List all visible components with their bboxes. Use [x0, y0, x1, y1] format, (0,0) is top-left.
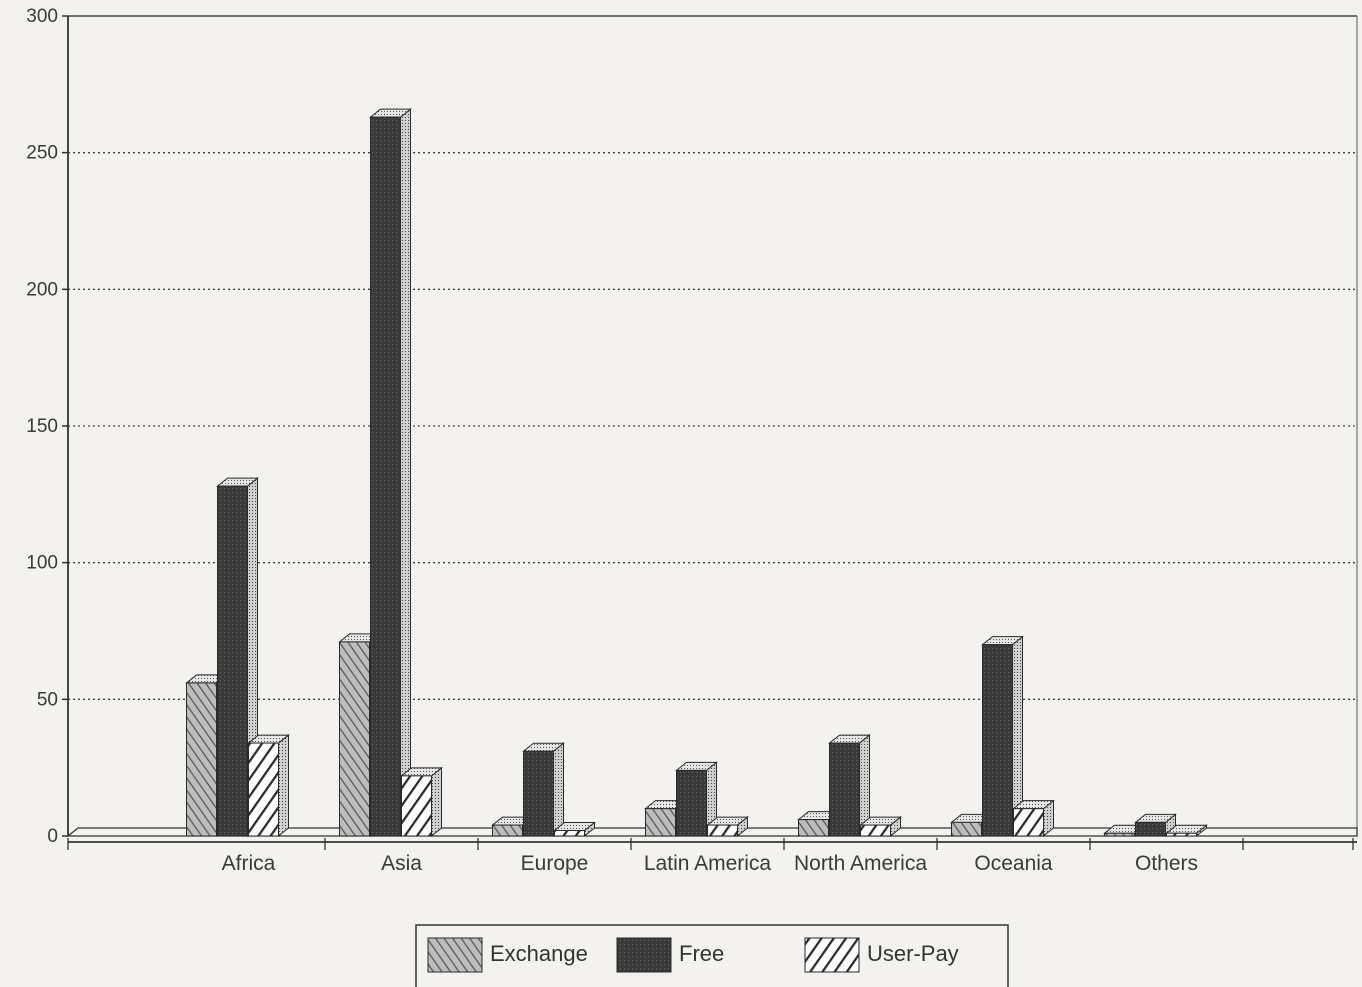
legend-label-exchange: Exchange	[490, 941, 588, 966]
y-tick-label-300: 300	[26, 6, 58, 27]
bar-side	[553, 742, 564, 838]
bar-free-north-america	[828, 734, 871, 838]
bar-free-others	[1134, 813, 1177, 838]
bar-front	[492, 824, 523, 837]
legend-swatch-user-pay	[804, 937, 860, 973]
bar-front	[951, 821, 982, 837]
bar-free-latin-america	[675, 761, 718, 838]
bar-user-pay-oceania	[1012, 799, 1055, 838]
bar-front	[523, 750, 554, 837]
x-tick-label-africa: Africa	[222, 852, 276, 875]
x-tick-label-europe: Europe	[521, 852, 589, 875]
bar-user-pay-europe	[553, 821, 596, 838]
y-tick-label-200: 200	[26, 279, 58, 300]
bar-front	[1135, 821, 1166, 837]
x-tick-label-asia: Asia	[381, 852, 422, 875]
bar-front	[1166, 832, 1197, 837]
legend-label-free: Free	[679, 941, 724, 966]
bar-user-pay-latin-america	[706, 816, 749, 838]
bar-user-pay-africa	[247, 734, 290, 838]
gridlines	[68, 152, 1357, 700]
bar-side	[278, 734, 289, 838]
bar-front	[217, 485, 248, 837]
bar-front	[370, 116, 401, 837]
bar-front	[248, 742, 279, 837]
bar-front	[982, 644, 1013, 837]
y-tick-label-100: 100	[26, 553, 58, 574]
bar-user-pay-others	[1165, 824, 1208, 838]
bar-front	[798, 819, 829, 837]
bars	[185, 108, 1208, 838]
legend: Exchange Free User-Pay	[415, 924, 1009, 987]
legend-swatch-exchange	[427, 937, 483, 973]
axes	[62, 15, 1358, 850]
y-tick-label-0: 0	[47, 826, 58, 847]
legend-entry-exchange: Exchange	[427, 937, 588, 973]
bar-front	[1013, 808, 1044, 837]
bar-front	[339, 641, 370, 837]
x-tick-label-latin-america: Latin America	[644, 852, 772, 875]
bar-front	[860, 824, 891, 837]
bar-user-pay-asia	[400, 766, 443, 838]
x-tick-label-north-america: North America	[794, 852, 927, 875]
bar-side	[400, 108, 411, 838]
y-tick-label-50: 50	[37, 689, 58, 710]
x-tick-label-oceania: Oceania	[974, 852, 1053, 875]
y-tick-label-250: 250	[26, 143, 58, 164]
floor-plane	[66, 827, 1358, 837]
bar-free-europe	[522, 742, 565, 838]
legend-box	[415, 924, 1009, 987]
bar-free-oceania	[981, 635, 1024, 838]
x-tick-label-others: Others	[1135, 852, 1198, 875]
bar-front	[554, 830, 585, 837]
legend-label-user-pay: User-Pay	[867, 941, 959, 966]
bar-front	[676, 769, 707, 837]
bar-free-asia	[369, 108, 412, 838]
bar-user-pay-north-america	[859, 816, 902, 838]
bar-front	[645, 808, 676, 837]
legend-entry-free: Free	[616, 937, 724, 973]
axis-labels: 0 50 100 150 200 250 300 Africa Asia Europe Latin …	[26, 6, 1198, 875]
bar-side	[431, 766, 442, 838]
bar-front	[401, 775, 432, 837]
legend-swatch-free	[616, 937, 672, 973]
bar-front	[829, 742, 860, 837]
y-tick-label-150: 150	[26, 416, 58, 437]
bar-front	[186, 682, 217, 837]
bar-front	[1104, 832, 1135, 837]
legend-entry-user-pay: User-Pay	[804, 937, 959, 973]
bar-front	[707, 824, 738, 837]
